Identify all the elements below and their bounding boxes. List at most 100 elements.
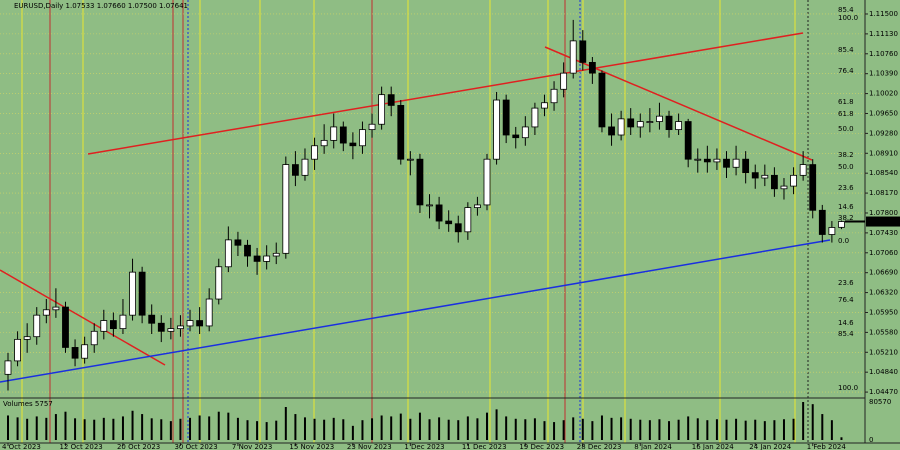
fib-label: 85.4 [838, 330, 854, 338]
candle-body [138, 271, 146, 316]
fib-label: 23.6 [838, 184, 854, 192]
candle-body [550, 88, 558, 104]
candle-body [579, 40, 587, 63]
candle-body [464, 207, 472, 233]
candle-body [665, 115, 673, 131]
y-tick-label: 1.09650 [869, 109, 898, 117]
trend-line [0, 269, 166, 366]
candle-body [244, 244, 251, 257]
x-tick-label: 30 Oct 2023 [174, 443, 217, 450]
candle-body [157, 322, 165, 332]
candle-body [253, 255, 261, 262]
candle-body [656, 115, 663, 122]
fib-label: 61.8 [838, 98, 854, 106]
candle-body [263, 255, 271, 262]
candle-body [598, 72, 606, 128]
candle-body [675, 121, 682, 131]
y-tick-label: 1.10760 [869, 50, 898, 58]
trend-line [87, 32, 804, 155]
candle-body [311, 145, 318, 160]
y-tick-label: 1.06320 [869, 289, 898, 297]
y-tick-label: 1.08910 [869, 149, 898, 157]
candle-body [177, 325, 184, 330]
candle-body [167, 328, 175, 332]
candle-body [100, 320, 108, 332]
current-price: 1.07641 [869, 218, 898, 226]
candle-body [512, 134, 520, 139]
candle-body [186, 320, 194, 327]
x-tick-label: 1 Feb 2024 [807, 443, 847, 450]
candle-body [560, 72, 568, 90]
candle-body [723, 158, 730, 168]
fib-label: 61.8 [838, 110, 854, 118]
x-tick-label: 7 Nov 2023 [232, 443, 272, 450]
trend-line [0, 239, 831, 383]
candle-body [282, 164, 290, 254]
y-tick-label: 1.05950 [869, 308, 898, 316]
chart-header: EURUSD,Daily 1.07533 1.07660 1.07500 1.0… [14, 2, 188, 10]
candle-body [694, 158, 702, 161]
fib-label: 85.4 [838, 6, 854, 14]
candle-body [569, 40, 577, 74]
candle-body [4, 360, 12, 375]
candle-body [627, 118, 635, 128]
candle-body [215, 266, 223, 300]
candle-body [23, 336, 31, 340]
candle-body [541, 102, 548, 109]
candle-body [445, 220, 453, 225]
candle-body [387, 94, 395, 106]
y-tick-label: 1.10020 [869, 90, 898, 98]
y-tick-label: 1.05210 [869, 348, 898, 356]
y-tick-label: 1.11130 [869, 30, 898, 38]
x-tick-label: 1 Dec 2023 [404, 443, 444, 450]
candle-body [42, 309, 50, 316]
y-tick-label: 1.06690 [869, 269, 898, 277]
x-tick-label: 28 Dec 2023 [577, 443, 622, 450]
fib-label: 38.2 [838, 214, 854, 222]
candle-body [291, 164, 299, 176]
volume-tick-label: 80570 [869, 398, 891, 406]
candle-body [109, 320, 117, 330]
x-tick-label: 4 Oct 2023 [2, 443, 41, 450]
candle-body [617, 118, 625, 136]
candle-body [799, 164, 807, 176]
candle-body [71, 347, 79, 359]
candle-body [90, 330, 98, 346]
candle-body [148, 314, 156, 324]
candle-body [320, 139, 328, 147]
x-tick-label: 11 Dec 2023 [462, 443, 507, 450]
candle-body [703, 158, 711, 163]
candle-body [330, 126, 338, 141]
decorations [0, 0, 865, 443]
fib-label: 14.6 [838, 319, 854, 327]
x-tick-label: 23 Nov 2023 [347, 443, 392, 450]
candle-body [349, 142, 357, 147]
candle-body [129, 271, 136, 316]
y-tick-label: 1.05580 [869, 328, 898, 336]
fib-label: 38.2 [838, 151, 854, 159]
candle-body [838, 221, 845, 228]
candle-body [406, 158, 414, 161]
candle-body [426, 204, 433, 207]
fib-label: 23.6 [838, 279, 854, 287]
y-tick-label: 1.04840 [869, 368, 898, 376]
fib-label: 50.0 [838, 125, 854, 133]
x-tick-label: 15 Nov 2023 [289, 443, 334, 450]
y-tick-label: 1.08170 [869, 189, 898, 197]
y-tick-label: 1.07800 [869, 209, 898, 217]
candle-body [684, 121, 692, 160]
fib-label: 76.4 [838, 296, 854, 304]
candle-body [646, 121, 654, 123]
candle-body [378, 94, 386, 125]
y-tick-label: 1.07430 [869, 229, 898, 237]
candle-body [14, 338, 21, 362]
y-tick-label: 1.07060 [869, 249, 898, 257]
y-tick-label: 1.11500 [869, 10, 898, 18]
candle-body [493, 99, 500, 160]
candle-body [771, 174, 778, 190]
candle-body [234, 239, 242, 246]
candle-body [205, 298, 213, 327]
candle-body [818, 209, 826, 235]
candle-body [454, 223, 462, 233]
